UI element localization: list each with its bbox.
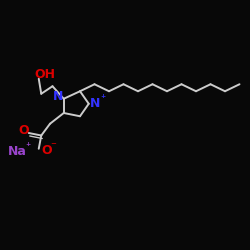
- Text: O: O: [18, 124, 28, 137]
- Text: ⁻: ⁻: [50, 141, 56, 151]
- Text: OH: OH: [34, 68, 56, 81]
- Text: O: O: [41, 144, 51, 156]
- Text: ⁺: ⁺: [100, 94, 105, 104]
- Text: N: N: [90, 97, 100, 110]
- Text: Na: Na: [8, 145, 26, 158]
- Text: N: N: [53, 90, 64, 103]
- Text: ⁺: ⁺: [25, 142, 30, 152]
